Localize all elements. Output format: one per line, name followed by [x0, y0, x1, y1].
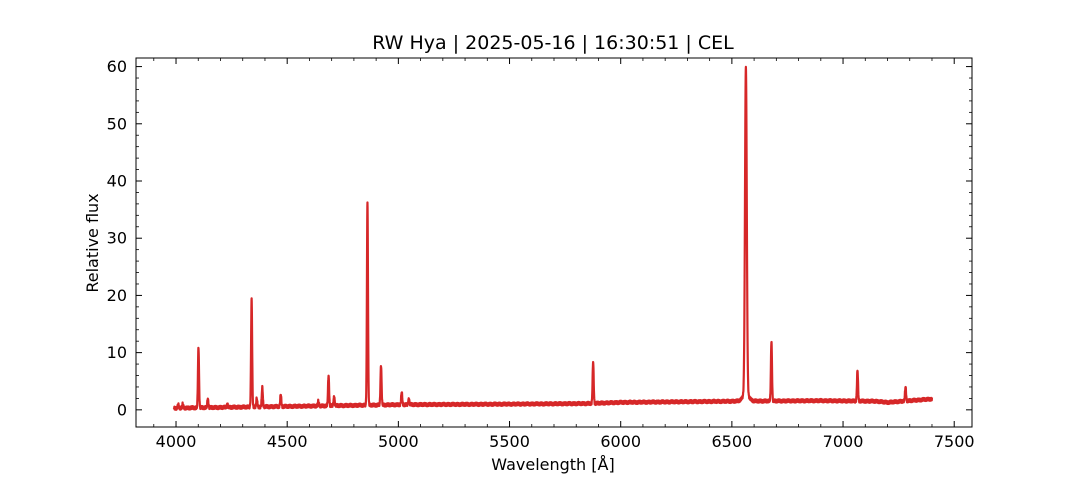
- x-axis-label: Wavelength [Å]: [491, 455, 614, 474]
- x-tick-label: 4500: [267, 432, 308, 451]
- y-tick-label: 30: [107, 229, 127, 248]
- x-tick-label: 5500: [489, 432, 530, 451]
- y-tick-label: 40: [107, 172, 127, 191]
- plot-frame: [135, 57, 973, 428]
- y-axis-label: Relative flux: [83, 193, 102, 292]
- x-tick-label: 6000: [600, 432, 641, 451]
- y-axis: 0 10 20 30 40 50 60: [107, 57, 972, 419]
- x-tick-label: 7500: [934, 432, 975, 451]
- y-tick-label: 60: [107, 57, 127, 76]
- spectrum-line: [172, 65, 934, 411]
- x-tick-label: 5000: [378, 432, 419, 451]
- y-tick-label: 0: [117, 400, 127, 419]
- x-axis: 4000 4500 5000 5500 6000 6500 7000 7500: [153, 58, 975, 451]
- x-tick-label: 6500: [712, 432, 753, 451]
- y-tick-label: 10: [107, 343, 127, 362]
- y-tick-label: 20: [107, 286, 127, 305]
- x-tick-label: 7000: [823, 432, 864, 451]
- chart-title: RW Hya | 2025-05-16 | 16:30:51 | CEL: [372, 32, 734, 54]
- plot-area: [135, 57, 973, 428]
- y-tick-label: 50: [107, 114, 127, 133]
- x-tick-label: 4000: [156, 432, 197, 451]
